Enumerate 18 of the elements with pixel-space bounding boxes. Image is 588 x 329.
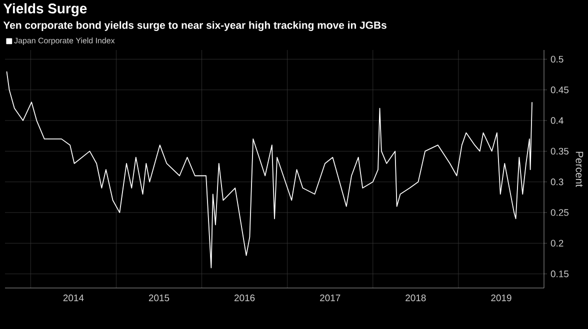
y-tick-label: 0.35 bbox=[550, 148, 569, 155]
x-tick-label: 2015 bbox=[148, 294, 170, 302]
y-tick-label: 0.45 bbox=[550, 86, 569, 94]
chart-subtitle: Yen corporate bond yields surge to near six-year high tracking move in JGBs bbox=[3, 21, 386, 31]
x-tick-label: 2018 bbox=[406, 294, 426, 302]
chart-title: Yields Surge bbox=[3, 3, 87, 16]
line-series bbox=[6, 71, 532, 268]
x-tick-label: 2016 bbox=[234, 294, 255, 302]
y-tick-label: 0.15 bbox=[550, 270, 569, 278]
y-tick-label: 0.5 bbox=[550, 56, 564, 63]
x-tick-label: 2017 bbox=[320, 294, 340, 302]
x-tick-label: 2019 bbox=[491, 294, 512, 302]
y-tick-label: 0.4 bbox=[550, 117, 564, 124]
x-tick-label: 2014 bbox=[63, 294, 84, 302]
y-tick-label: 0.2 bbox=[550, 240, 564, 247]
y-axis-title: Percent bbox=[576, 152, 584, 187]
y-tick-label: 0.3 bbox=[550, 178, 564, 186]
y-tick-label: 0.25 bbox=[550, 209, 569, 216]
